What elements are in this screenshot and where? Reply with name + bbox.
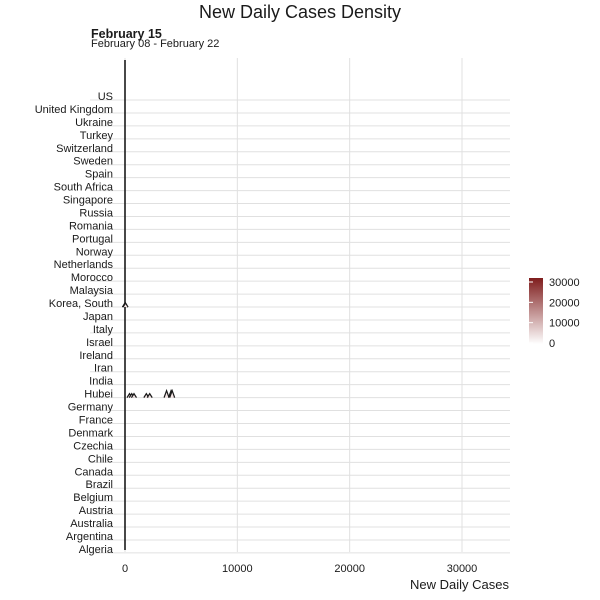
grid-layer (90, 58, 510, 554)
x-axis-ticks: 0 10000 20000 30000 (122, 563, 477, 575)
category-label: Japan (83, 311, 113, 323)
category-label: Netherlands (54, 259, 114, 271)
density-marks (121, 60, 176, 550)
legend-tick-label: 20000 (549, 297, 580, 309)
category-label: South Africa (54, 182, 114, 194)
category-label: Singapore (63, 195, 113, 207)
category-label: Ukraine (75, 117, 113, 129)
color-legend: 0 10000 20000 30000 (529, 277, 580, 350)
category-label: Romania (69, 220, 114, 232)
category-label: Denmark (68, 427, 113, 439)
category-label: Turkey (80, 130, 114, 142)
subtitle-date: February 15 (91, 27, 162, 41)
category-label: Italy (93, 324, 114, 336)
category-label: Spain (85, 169, 113, 181)
density-peak (122, 301, 129, 308)
category-label: United Kingdom (35, 104, 113, 116)
category-label: Iran (94, 363, 113, 375)
category-label: Sweden (73, 156, 113, 168)
category-label: Canada (74, 466, 113, 478)
category-label: Switzerland (56, 143, 113, 155)
category-label: India (89, 376, 114, 388)
density-peak (169, 388, 176, 398)
category-label: France (79, 415, 113, 427)
category-label: Portugal (72, 233, 113, 245)
category-label: Russia (79, 207, 114, 219)
legend-colorbar (529, 278, 543, 344)
legend-tick-label: 0 (549, 338, 555, 350)
subtitle-range: February 08 - February 22 (91, 38, 220, 50)
legend-tick-label: 30000 (549, 277, 580, 289)
category-label: Morocco (71, 272, 113, 284)
category-label: Austria (79, 505, 114, 517)
category-label: Norway (76, 246, 114, 258)
legend-tick-label: 10000 (549, 318, 580, 330)
category-label: Brazil (85, 479, 113, 491)
category-label: US (98, 91, 113, 103)
x-tick-label: 20000 (334, 563, 365, 575)
density-peak (130, 392, 137, 398)
category-label: Czechia (73, 440, 114, 452)
x-tick-label: 10000 (222, 563, 253, 575)
category-label: Australia (70, 518, 114, 530)
density-peak (163, 388, 170, 398)
x-tick-label: 0 (122, 563, 128, 575)
category-label: Argentina (66, 531, 114, 543)
chart-title: New Daily Cases Density (198, 2, 402, 22)
density-peak (146, 392, 153, 398)
category-label: Korea, South (49, 298, 113, 310)
category-label: Chile (88, 453, 113, 465)
category-label: Belgium (73, 492, 113, 504)
category-label: Germany (68, 402, 114, 414)
category-label: Hubei (84, 389, 113, 401)
x-axis-label: New Daily Cases (410, 577, 509, 592)
category-label: Ireland (79, 350, 113, 362)
category-label: Israel (86, 337, 113, 349)
x-tick-label: 30000 (447, 563, 478, 575)
category-label: Algeria (79, 544, 114, 556)
category-label: Malaysia (70, 285, 114, 297)
